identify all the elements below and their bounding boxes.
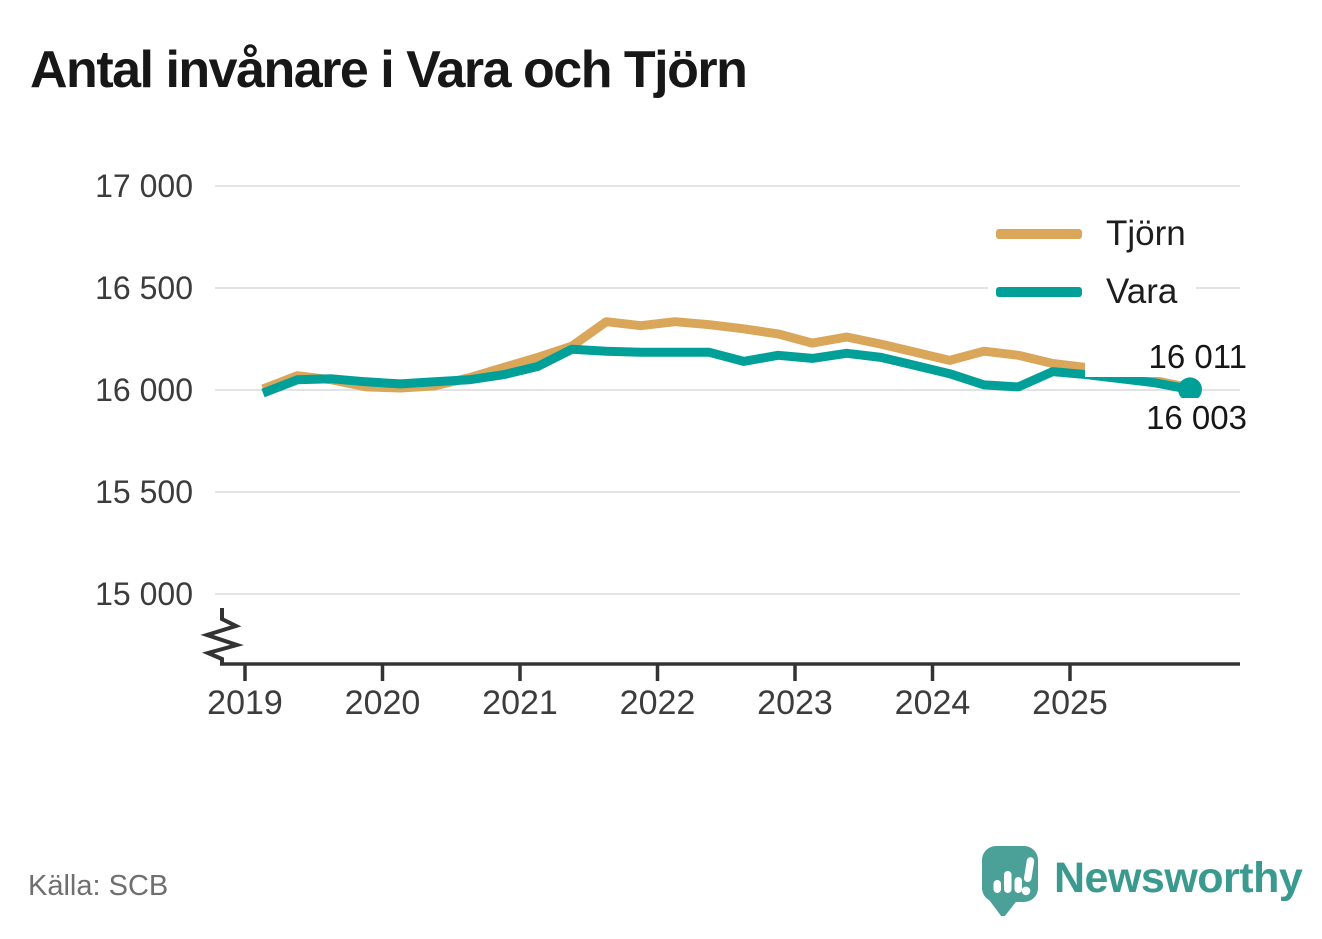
tjorn-line-swatch [996,229,1082,239]
legend: Tjörn Vara [988,208,1196,318]
chart-title: Antal invånare i Vara och Tjörn [30,41,748,99]
y-tick-label: 15 000 [95,576,193,612]
newsworthy-wordmark: Newsworthy [1054,854,1303,902]
y-tick-label: 16 500 [95,270,193,306]
vara-line-swatch [996,287,1082,297]
data-series [261,317,1202,402]
x-tick-label: 2024 [894,684,971,722]
vara-end-value-label: 16 003 [1085,398,1249,438]
exclamation-glyph [1021,857,1035,896]
y-tick-label: 16 000 [95,372,193,408]
last-point-dot [1178,377,1202,402]
y-tick-label: 15 500 [95,474,193,510]
tjorn-end-value-label: 16 011 [1085,337,1249,377]
newsworthy-branding: Newsworthy [978,840,1303,916]
legend-item-tjorn: Tjörn [996,212,1186,256]
x-tick-label: 2022 [619,684,696,722]
legend-label: Vara [1106,272,1178,311]
series-line-vara [261,344,1191,398]
axis-break-squiggle [200,608,244,664]
x-tick-label: 2020 [344,684,421,722]
legend-item-vara: Vara [996,270,1186,314]
legend-label: Tjörn [1106,214,1186,253]
newsworthy-logo-icon [982,846,1038,916]
x-tick-label: 2025 [1032,684,1108,722]
x-tick-label: 2019 [207,684,283,722]
x-axis [220,662,1240,681]
x-tick-label: 2023 [757,684,833,722]
source-caption: Källa: SCB [28,870,169,902]
x-tick-label: 2021 [482,684,558,722]
y-tick-label: 17 000 [95,168,193,204]
